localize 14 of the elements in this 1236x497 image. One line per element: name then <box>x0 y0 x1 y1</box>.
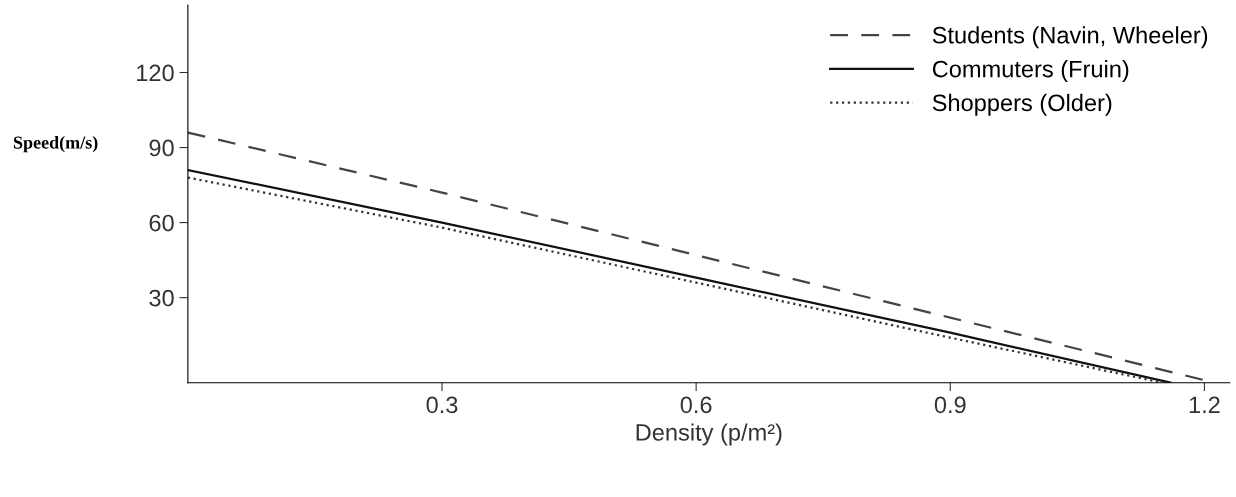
y-tick-label: 60 <box>149 214 174 232</box>
y-tick-label: 30 <box>149 289 174 307</box>
y-tick-label: 90 <box>149 139 174 157</box>
x-tick-label: 0.6 <box>680 396 712 414</box>
x-tick-label: 1.2 <box>1189 396 1220 413</box>
line-series <box>187 131 1206 382</box>
x-tick-label: 0.9 <box>934 396 966 414</box>
y-tick-label: 120 <box>137 64 174 82</box>
y-axis-title: Speed(m/s) <box>13 135 98 153</box>
legend-label: Shoppers (Older) <box>932 93 1112 116</box>
legend-label: Commuters (Fruin) <box>932 60 1129 83</box>
x-tick-label: 0.3 <box>426 396 458 414</box>
legend-label: Students (Navin, Wheeler) <box>932 26 1208 49</box>
x-axis-title: Density (p/m²) <box>636 423 782 446</box>
